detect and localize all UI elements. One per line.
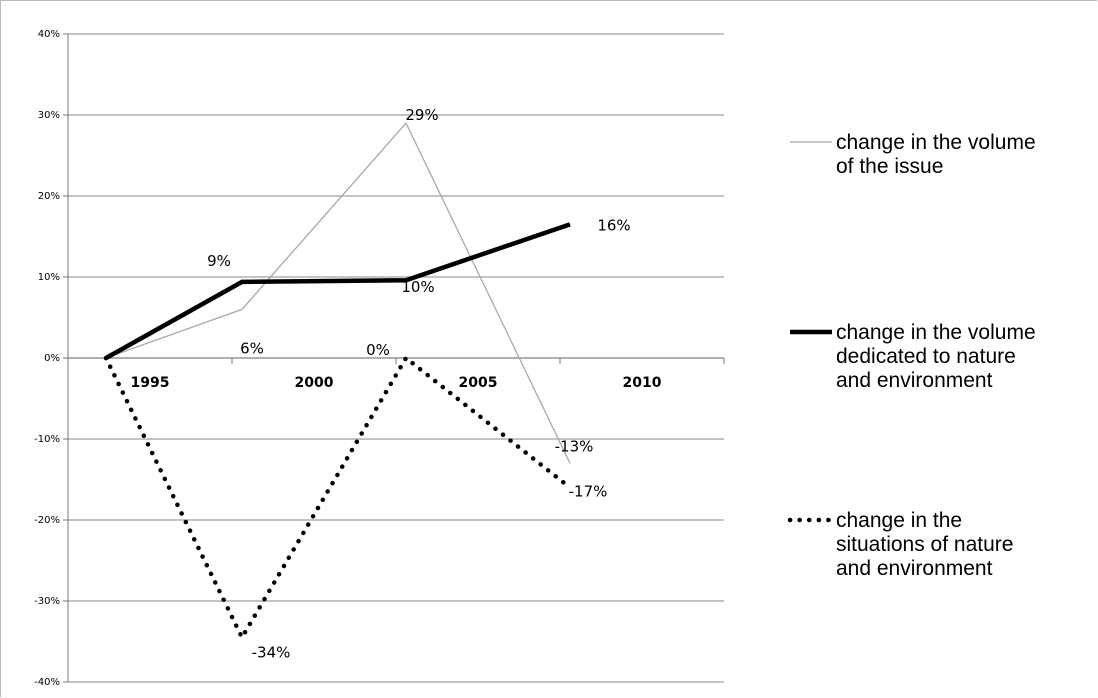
legend-label: change in the <box>836 509 962 532</box>
x-tick-label: 2005 <box>459 375 498 391</box>
y-tick-label: -10% <box>34 434 60 445</box>
y-tick-label: -30% <box>34 596 60 607</box>
data-label: -34% <box>252 643 291 661</box>
x-tick-label: 2000 <box>295 375 334 391</box>
data-label: -17% <box>569 483 608 501</box>
series-line-2 <box>104 222 571 360</box>
y-tick-label: -40% <box>34 677 60 688</box>
data-label: 9% <box>207 252 231 270</box>
legend-label: situations of nature <box>836 533 1013 556</box>
y-tick-label: 20% <box>38 191 60 202</box>
y-tick-label: 40% <box>38 29 60 40</box>
data-label: 0% <box>366 341 390 359</box>
x-tick-label: 2010 <box>623 375 662 391</box>
legend-label: change in the volume <box>836 321 1036 344</box>
legend-label: and environment <box>836 557 993 580</box>
y-tick-label: 30% <box>38 110 60 121</box>
series-line-3 <box>103 354 573 643</box>
y-tick-label: 0% <box>44 353 60 364</box>
data-label: 10% <box>401 278 434 296</box>
data-label: -13% <box>555 437 594 455</box>
data-label: 16% <box>597 216 630 234</box>
y-tick-label: -20% <box>34 515 60 526</box>
legend-label: dedicated to nature <box>836 345 1016 368</box>
legend-label: and environment <box>836 369 993 392</box>
x-tick-label: 1995 <box>131 375 170 391</box>
series-line-1 <box>105 121 571 464</box>
legend-label: change in the volume <box>836 131 1036 154</box>
data-label: 29% <box>405 106 438 124</box>
y-tick-label: 10% <box>38 272 60 283</box>
legend-label: of the issue <box>836 155 943 178</box>
data-label: 6% <box>240 339 264 357</box>
